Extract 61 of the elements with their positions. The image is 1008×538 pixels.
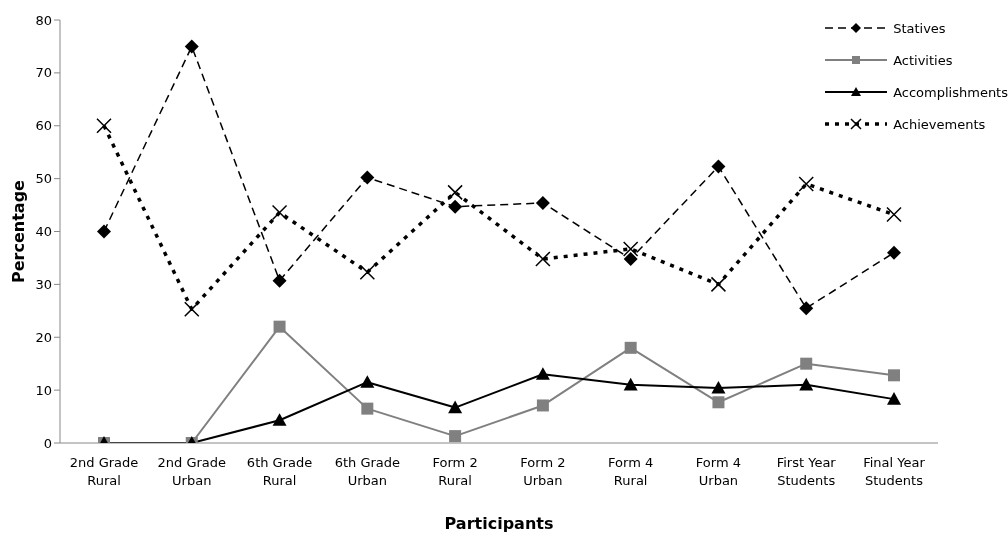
y-tick-label: 10 <box>35 382 52 398</box>
y-tick-label: 40 <box>35 224 52 240</box>
point <box>799 377 814 391</box>
point <box>886 206 902 223</box>
point <box>711 159 726 174</box>
point <box>272 273 287 288</box>
point <box>711 381 726 394</box>
point <box>712 396 725 409</box>
x-tick-label: Form 2 Urban <box>520 455 566 488</box>
point <box>360 170 375 185</box>
point <box>184 39 199 54</box>
y-axis-title: Percentage <box>8 179 28 283</box>
x-tick-label: Final Year Students <box>863 455 926 488</box>
x-tick-label: 2nd Grade Urban <box>157 455 227 488</box>
point <box>535 367 550 380</box>
y-tick-label: 80 <box>35 12 52 28</box>
point <box>273 320 286 333</box>
x-tick-label: Form 4 Urban <box>695 455 742 488</box>
point <box>359 264 376 280</box>
point <box>798 176 814 192</box>
y-tick-label: 30 <box>35 276 52 292</box>
y-tick-label: 70 <box>35 65 52 81</box>
point <box>272 413 287 426</box>
legend-label: Achievements <box>893 116 986 132</box>
point <box>184 301 200 317</box>
point <box>888 369 900 382</box>
point <box>360 375 375 388</box>
y-tick-label: 0 <box>43 435 52 451</box>
point <box>887 245 901 260</box>
y-tick-label: 60 <box>35 118 52 134</box>
point <box>622 241 639 257</box>
x-tick-label: Form 4 Rural <box>608 455 654 488</box>
point <box>624 341 637 354</box>
point <box>710 276 727 293</box>
legend-label: Statives <box>893 20 946 36</box>
legend-label: Accomplishments <box>893 84 1008 100</box>
x-tick-label: First Year Students <box>776 455 837 488</box>
point <box>623 252 638 266</box>
point <box>96 118 112 134</box>
point <box>536 399 549 412</box>
y-tick-label: 50 <box>35 171 52 187</box>
point <box>448 400 463 414</box>
point <box>447 184 463 201</box>
point <box>361 402 374 415</box>
point <box>887 392 901 405</box>
point <box>448 199 463 214</box>
x-tick-label: Form 2 Rural <box>432 455 478 488</box>
point <box>623 377 638 391</box>
x-tick-label: 6th Grade Rural <box>246 455 313 488</box>
x-tick-label: 2nd Grade Rural <box>69 455 139 488</box>
x-axis-title: Participants <box>444 514 554 534</box>
point <box>97 224 111 239</box>
point <box>800 357 813 370</box>
point <box>271 204 288 221</box>
point <box>535 195 550 210</box>
point <box>535 251 551 267</box>
point <box>799 301 814 316</box>
y-tick-label: 20 <box>35 329 52 345</box>
legend-label: Activities <box>893 52 953 68</box>
x-tick-label: 6th Grade Urban <box>334 455 401 488</box>
point <box>449 430 462 443</box>
